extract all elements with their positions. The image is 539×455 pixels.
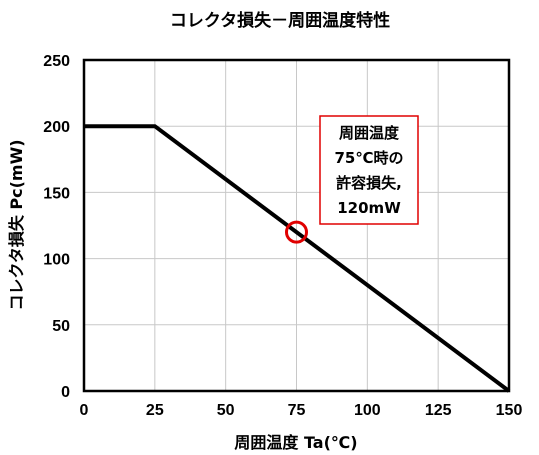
series-line — [84, 124, 511, 393]
x-axis-label: 周囲温度 Ta(℃) — [234, 433, 357, 452]
y-axis-label: コレクタ損失 Pc(mW) — [7, 139, 26, 310]
grid — [84, 60, 509, 391]
annotation-box — [319, 115, 419, 225]
x-tick-label: 125 — [425, 402, 452, 419]
annotation-line: 周囲温度 — [339, 124, 400, 142]
tick-labels: 0 25 50 75 100 125 150 0 50 100 150 200 250 — [43, 53, 522, 419]
annotation-line: 120mW — [337, 199, 401, 217]
annotation-line: 許容損失, — [336, 174, 402, 192]
chart-title: コレクタ損失－周囲温度特性 — [170, 10, 390, 31]
y-tick-label: 250 — [43, 53, 70, 70]
y-tick-label: 100 — [43, 252, 70, 269]
x-tick-label: 0 — [80, 402, 89, 419]
x-tick-label: 75 — [288, 402, 306, 419]
x-tick-label: 100 — [354, 402, 381, 419]
plot-frame — [82, 58, 511, 393]
y-tick-label: 200 — [43, 119, 70, 136]
y-tick-label: 50 — [52, 318, 70, 335]
x-tick-label: 25 — [146, 402, 164, 419]
annotation-line: 75℃時の — [334, 149, 403, 167]
series — [84, 124, 511, 393]
x-tick-label: 150 — [496, 402, 523, 419]
y-tick-label: 0 — [61, 384, 70, 401]
y-tick-label: 150 — [43, 185, 70, 202]
x-tick-label: 50 — [217, 402, 235, 419]
highlight-marker — [285, 220, 308, 244]
